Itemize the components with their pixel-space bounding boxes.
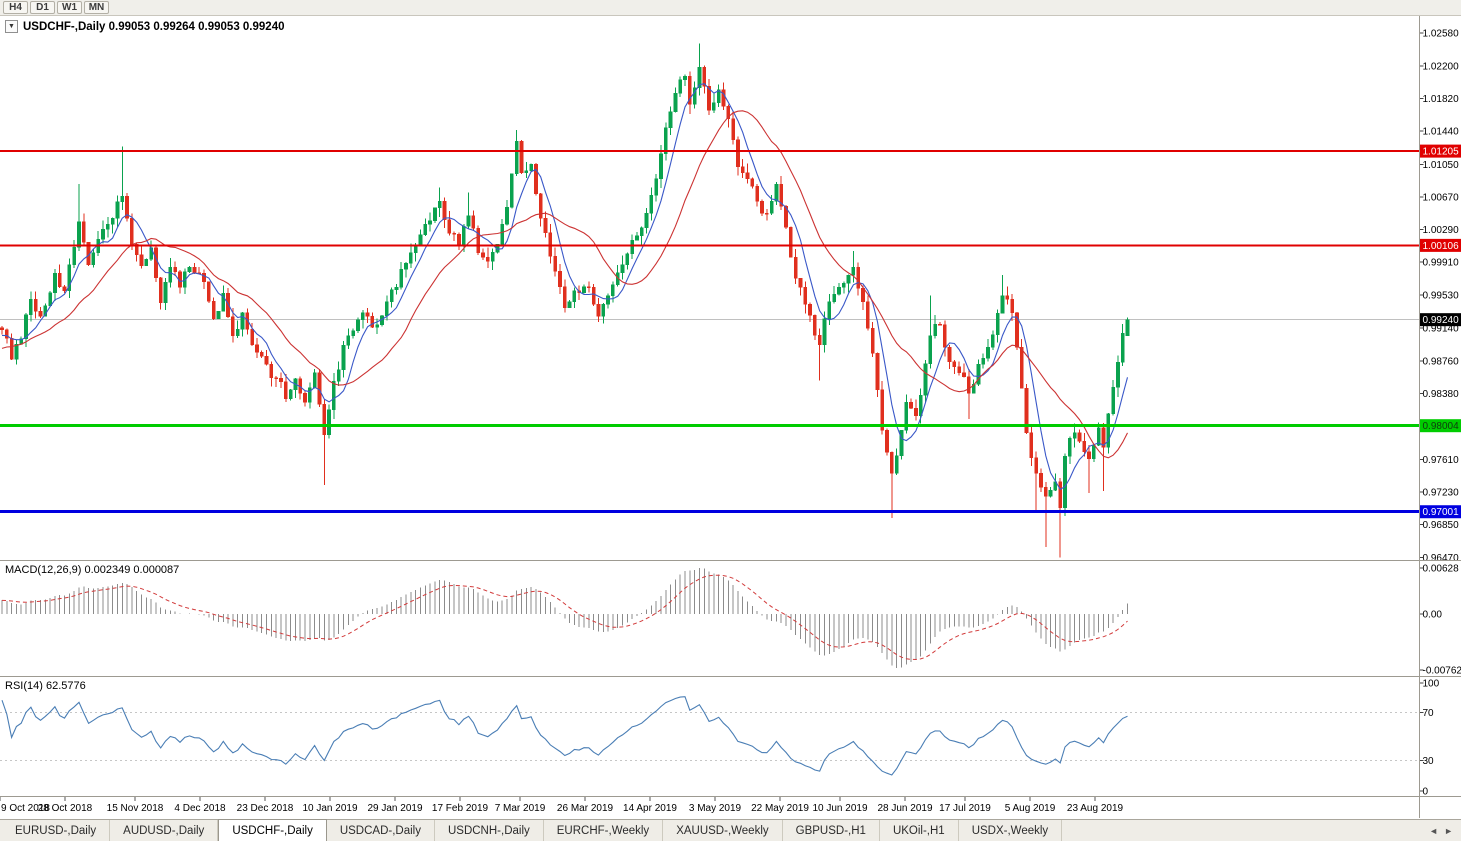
svg-text:0: 0 bbox=[1423, 787, 1429, 798]
svg-text:4 Dec 2018: 4 Dec 2018 bbox=[174, 803, 226, 814]
svg-text:28 Jun 2019: 28 Jun 2019 bbox=[877, 803, 932, 814]
macd-histogram bbox=[1, 568, 1129, 668]
svg-text:-0.00762: -0.00762 bbox=[1423, 666, 1461, 677]
ma-slow-line bbox=[1, 110, 1128, 459]
svg-text:5 Aug 2019: 5 Aug 2019 bbox=[1005, 803, 1056, 814]
svg-text:0.99140: 0.99140 bbox=[1423, 324, 1460, 335]
svg-text:9 Oct 2018: 9 Oct 2018 bbox=[1, 803, 50, 814]
chart-tab-bar: EURUSD-,Daily AUDUSD-,Daily USDCHF-,Daily U… bbox=[0, 819, 1461, 841]
svg-text:100: 100 bbox=[1423, 679, 1440, 690]
svg-text:0.97610: 0.97610 bbox=[1423, 455, 1460, 466]
svg-text:1.01050: 1.01050 bbox=[1423, 160, 1460, 171]
rsi-line bbox=[1, 696, 1128, 776]
svg-text:0.96850: 0.96850 bbox=[1423, 520, 1460, 531]
candles bbox=[0, 43, 1130, 558]
svg-text:29 Jan 2019: 29 Jan 2019 bbox=[367, 803, 422, 814]
svg-text:1.02200: 1.02200 bbox=[1423, 61, 1460, 72]
price-label-0.98004 bbox=[1419, 419, 1461, 433]
svg-text:0.98004: 0.98004 bbox=[1423, 421, 1460, 432]
macd-signal-line bbox=[1, 574, 1128, 661]
svg-text:0.99910: 0.99910 bbox=[1423, 258, 1460, 269]
svg-text:23 Dec 2018: 23 Dec 2018 bbox=[237, 803, 294, 814]
svg-text:0.99530: 0.99530 bbox=[1423, 290, 1460, 301]
tab-scroll-left-icon[interactable]: ◄ bbox=[1429, 825, 1439, 836]
svg-text:17 Feb 2019: 17 Feb 2019 bbox=[432, 803, 489, 814]
chevron-down-glyph: ▼ bbox=[8, 23, 15, 30]
svg-text:0.97001: 0.97001 bbox=[1423, 507, 1460, 518]
svg-text:30: 30 bbox=[1423, 756, 1435, 767]
chart-tab-usdchf-daily[interactable]: USDCHF-,Daily bbox=[218, 819, 327, 841]
svg-text:3 May 2019: 3 May 2019 bbox=[689, 803, 742, 814]
chart-tab-usdcad-daily[interactable]: USDCAD-,Daily bbox=[327, 820, 435, 841]
svg-text:10 Jun 2019: 10 Jun 2019 bbox=[812, 803, 867, 814]
tab-scroll-right-icon[interactable]: ► bbox=[1444, 825, 1453, 836]
chart-tab-usdcnh-daily[interactable]: USDCNH-,Daily bbox=[435, 820, 544, 841]
chart-tab-usdx-weekly[interactable]: USDX-,Weekly bbox=[959, 820, 1063, 841]
svg-text:14 Apr 2019: 14 Apr 2019 bbox=[623, 803, 677, 814]
svg-text:0.00: 0.00 bbox=[1423, 610, 1443, 621]
svg-text:28 Oct 2018: 28 Oct 2018 bbox=[38, 803, 93, 814]
price-label-1.00106 bbox=[1419, 238, 1461, 252]
svg-text:1.00670: 1.00670 bbox=[1423, 193, 1460, 204]
svg-text:26 Mar 2019: 26 Mar 2019 bbox=[557, 803, 614, 814]
svg-text:0.98380: 0.98380 bbox=[1423, 389, 1460, 400]
svg-text:0.97230: 0.97230 bbox=[1423, 488, 1460, 499]
price-label-1.01205 bbox=[1419, 144, 1461, 158]
svg-text:1.00290: 1.00290 bbox=[1423, 225, 1460, 236]
chart-tab-ukoil-h1[interactable]: UKOil-,H1 bbox=[880, 820, 959, 841]
svg-text:23 Aug 2019: 23 Aug 2019 bbox=[1067, 803, 1124, 814]
svg-text:17 Jul 2019: 17 Jul 2019 bbox=[939, 803, 991, 814]
tab-scroll-buttons: ◄ ► bbox=[1421, 820, 1461, 841]
timeframe-toolbar: H4 D1 W1 MN bbox=[0, 0, 1461, 16]
svg-text:22 May 2019: 22 May 2019 bbox=[751, 803, 809, 814]
svg-text:1.01205: 1.01205 bbox=[1423, 147, 1460, 158]
svg-text:0.00628: 0.00628 bbox=[1423, 564, 1460, 575]
period-button-h4[interactable]: H4 bbox=[3, 1, 28, 14]
svg-text:0.96470: 0.96470 bbox=[1423, 553, 1460, 564]
chart-tab-xauusd-weekly[interactable]: XAUUSD-,Weekly bbox=[663, 820, 783, 841]
svg-text:15 Nov 2018: 15 Nov 2018 bbox=[107, 803, 164, 814]
period-button-w1[interactable]: W1 bbox=[57, 1, 82, 14]
current-price-label bbox=[1419, 313, 1461, 327]
period-button-mn[interactable]: MN bbox=[84, 1, 109, 14]
svg-text:10 Jan 2019: 10 Jan 2019 bbox=[302, 803, 357, 814]
svg-text:1.00106: 1.00106 bbox=[1423, 241, 1460, 252]
chevron-down-icon[interactable]: ▼ bbox=[5, 20, 18, 33]
svg-text:1.01440: 1.01440 bbox=[1423, 126, 1460, 137]
svg-text:7 Mar 2019: 7 Mar 2019 bbox=[495, 803, 546, 814]
svg-text:70: 70 bbox=[1423, 708, 1435, 719]
chart-tab-audusd-daily[interactable]: AUDUSD-,Daily bbox=[110, 820, 219, 841]
chart-tab-gbpusd-h1[interactable]: GBPUSD-,H1 bbox=[783, 820, 880, 841]
svg-text:1.02580: 1.02580 bbox=[1423, 29, 1460, 40]
ma-fast-line bbox=[1, 82, 1129, 491]
svg-text:0.98760: 0.98760 bbox=[1423, 356, 1460, 367]
svg-text:1.01820: 1.01820 bbox=[1423, 94, 1460, 105]
svg-text:0.99240: 0.99240 bbox=[1423, 315, 1460, 326]
price-label-0.97001 bbox=[1419, 505, 1461, 519]
chart-tab-eurchf-weekly[interactable]: EURCHF-,Weekly bbox=[544, 820, 664, 841]
chart-tab-eurusd-daily[interactable]: EURUSD-,Daily bbox=[2, 820, 111, 841]
period-button-d1[interactable]: D1 bbox=[30, 1, 55, 14]
